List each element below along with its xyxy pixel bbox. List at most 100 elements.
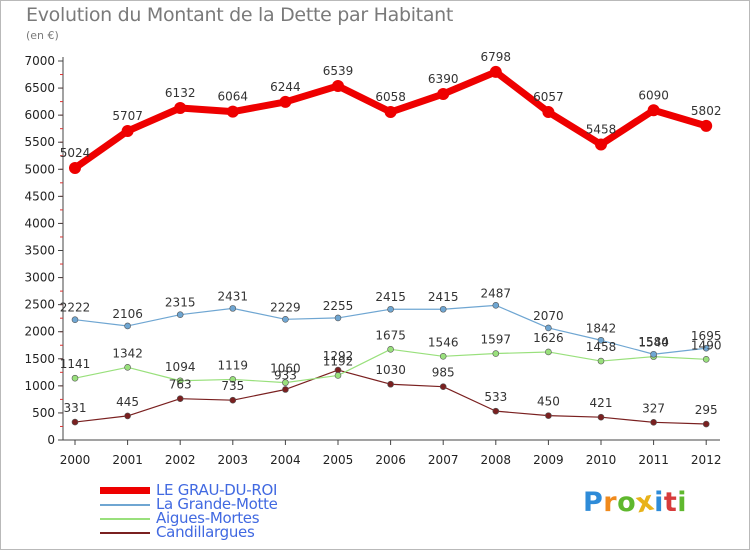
y-tick-label: 6000 xyxy=(24,108,55,122)
data-label: 1675 xyxy=(375,328,406,342)
data-point xyxy=(650,418,657,426)
data-point xyxy=(489,65,502,78)
data-point xyxy=(71,374,79,382)
data-point xyxy=(332,79,344,92)
data-point xyxy=(439,352,447,360)
data-label: 445 xyxy=(116,395,139,409)
data-label: 1192 xyxy=(323,354,354,368)
data-point xyxy=(702,420,710,428)
data-point xyxy=(124,412,131,420)
data-label: 1094 xyxy=(165,360,196,374)
data-label: 6057 xyxy=(533,90,564,104)
data-label: 2415 xyxy=(428,290,459,304)
data-label: 6090 xyxy=(638,88,669,102)
data-label: 5802 xyxy=(691,104,722,118)
data-point xyxy=(597,413,605,421)
logo-letter: t xyxy=(663,487,678,518)
chart-title: Evolution du Montant de la Dette par Hab… xyxy=(26,4,454,26)
data-point xyxy=(702,356,710,363)
x-tick-label: 2000 xyxy=(60,453,91,467)
x-tick-label: 2004 xyxy=(270,453,301,467)
data-label: 985 xyxy=(432,366,455,380)
data-point xyxy=(124,322,131,330)
data-point xyxy=(121,125,134,138)
data-point xyxy=(439,383,447,390)
data-point xyxy=(597,336,605,344)
x-tick-label: 2009 xyxy=(533,453,564,467)
data-point xyxy=(702,344,710,352)
y-tick-label: 500 xyxy=(32,406,55,420)
data-label: 1584 xyxy=(638,335,669,349)
data-point xyxy=(545,324,552,332)
data-point xyxy=(71,418,79,426)
data-label: 1119 xyxy=(218,358,249,372)
y-tick-label: 5500 xyxy=(24,135,55,149)
data-point xyxy=(174,101,187,114)
logo-letter: P xyxy=(583,487,604,518)
legend-swatch xyxy=(100,518,150,520)
y-tick-label: 4500 xyxy=(24,189,55,203)
data-point xyxy=(176,377,184,385)
data-label: 450 xyxy=(537,395,560,409)
x-tick-label: 2003 xyxy=(218,453,249,467)
data-point xyxy=(387,380,394,388)
data-label: 327 xyxy=(642,401,665,415)
data-point xyxy=(279,95,292,108)
data-label: 2255 xyxy=(323,299,354,313)
data-label: 2229 xyxy=(270,300,301,314)
data-label: 933 xyxy=(274,368,297,382)
data-label: 1292 xyxy=(323,349,354,363)
data-label: 763 xyxy=(169,378,192,392)
data-label: 2315 xyxy=(165,296,196,310)
data-point xyxy=(387,305,394,313)
unit-label: (en €) xyxy=(26,29,59,42)
data-label: 6390 xyxy=(428,72,459,86)
x-tick-label: 2012 xyxy=(691,453,722,467)
data-label: 6058 xyxy=(375,90,406,104)
logo-letter: r xyxy=(603,487,618,518)
data-label: 1540 xyxy=(638,336,669,350)
data-point xyxy=(650,350,657,358)
data-label: 1842 xyxy=(586,321,617,335)
data-label: 1695 xyxy=(691,329,722,343)
data-point xyxy=(229,396,237,404)
data-point xyxy=(282,386,289,393)
data-label: 5458 xyxy=(586,122,617,136)
data-point xyxy=(176,395,184,402)
data-point xyxy=(176,311,184,318)
y-tick-label: 2500 xyxy=(24,298,55,312)
data-label: 1626 xyxy=(533,331,564,345)
data-label: 1490 xyxy=(691,338,722,352)
data-point xyxy=(492,350,500,357)
data-point xyxy=(229,376,237,383)
data-point xyxy=(492,302,500,309)
data-label: 2222 xyxy=(60,301,91,315)
data-point xyxy=(69,161,81,174)
legend-swatch xyxy=(100,487,150,494)
data-label: 1030 xyxy=(375,363,406,377)
y-tick-label: 3500 xyxy=(24,244,55,258)
data-label: 6064 xyxy=(218,90,249,104)
data-point xyxy=(542,106,555,119)
data-point xyxy=(595,138,607,151)
x-tick-label: 2005 xyxy=(323,453,354,467)
data-label: 2070 xyxy=(533,309,564,323)
data-label: 1546 xyxy=(428,335,459,349)
y-tick-label: 5000 xyxy=(24,162,55,176)
data-label: 533 xyxy=(484,390,507,404)
data-point xyxy=(71,316,79,323)
data-label: 6539 xyxy=(323,64,354,78)
legend-label: LE GRAU-DU-ROI xyxy=(156,481,278,499)
data-point xyxy=(282,316,289,323)
data-label: 1141 xyxy=(60,357,91,371)
data-label: 6132 xyxy=(165,86,196,100)
data-point xyxy=(229,305,237,312)
y-tick-label: 1500 xyxy=(24,352,55,366)
data-label: 1342 xyxy=(112,346,143,360)
x-tick-label: 2001 xyxy=(112,453,143,467)
data-point xyxy=(334,372,342,379)
data-label: 1060 xyxy=(270,362,301,376)
data-label: 2106 xyxy=(112,307,143,321)
x-tick-label: 2007 xyxy=(428,453,459,467)
y-tick-label: 7000 xyxy=(24,54,55,68)
